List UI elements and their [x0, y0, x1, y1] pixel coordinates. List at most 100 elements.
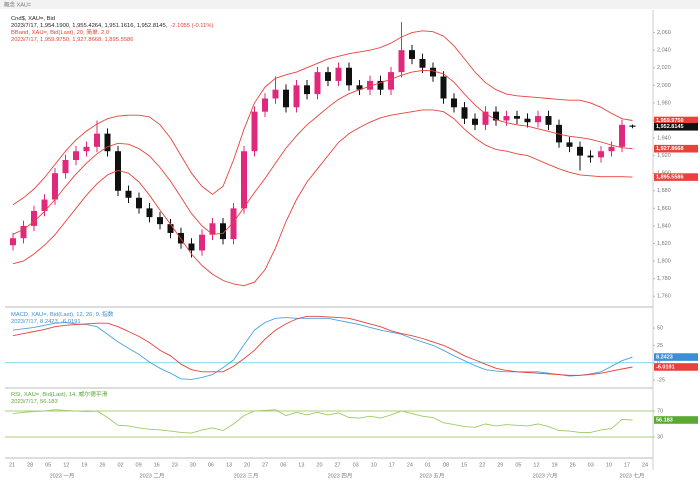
candle-body [262, 98, 268, 112]
x-tick-label: 19 [552, 462, 558, 468]
candle-body [629, 125, 636, 127]
y-tick-label: 1,860 [657, 206, 671, 212]
candle-body [325, 72, 331, 81]
y-tick-label: 25 [657, 343, 663, 349]
candle-body [409, 50, 415, 59]
x-month-label: 2023 一月 [50, 472, 75, 479]
x-tick-label: 23 [172, 462, 178, 468]
candle-body [346, 67, 352, 86]
candle-body [20, 225, 27, 239]
legend-line: 2023/7/17, 1,959.9750, 1,927.8668, 1,895… [11, 37, 134, 43]
candle-body [230, 208, 237, 240]
x-month-label: 2023 六月 [533, 471, 558, 479]
legend-text: 2023/7/17, 1,954.1900, 1,955.4264, 1,951… [11, 23, 168, 29]
value-badge-label: 8.2423 [656, 355, 673, 361]
legend-line: MACD, XAU=, Bid(Last), 12, 26, 9, 指数 [11, 310, 114, 318]
value-badge [654, 173, 698, 181]
candle-body [272, 89, 279, 99]
value-badge [654, 416, 698, 424]
y-tick-label: 2,060 [657, 30, 671, 36]
value-badge-label: 1,927.8668 [656, 146, 684, 152]
legend-text: 2023/7/17, 56.183 [11, 399, 58, 405]
x-tick-label: 22 [479, 462, 485, 468]
candle-body [31, 210, 37, 226]
candle-body [283, 89, 289, 108]
legend-line: 2023/7/17, 8.2423, -6.0191 [11, 319, 81, 325]
candle-body [52, 173, 58, 200]
legend-text: 2023/7/17, 1,959.9750, 1,927.8668, 1,895… [11, 37, 134, 43]
candle-body [419, 58, 426, 68]
x-tick-label: 12 [63, 462, 69, 468]
value-badge-label: 1,952.8145 [656, 124, 684, 130]
value-badge [654, 122, 698, 131]
candle-body [241, 151, 247, 209]
candle-body [566, 142, 573, 147]
x-tick-label: 06 [208, 462, 214, 468]
x-tick-label: 15 [461, 462, 467, 468]
legend-line: RSI, XAU=, Bid(Last), 14, 威尔德平滑 [11, 390, 108, 398]
x-tick-label: 17 [624, 462, 630, 468]
candle-body [440, 76, 447, 99]
x-tick-label: 09 [136, 462, 142, 468]
x-month-label: 2023 五月 [420, 472, 445, 479]
y-tick-label: 1,760 [657, 294, 671, 300]
x-tick-label: 13 [298, 462, 304, 468]
x-tick-label: 16 [154, 462, 160, 468]
y-tick-label: 50 [657, 326, 663, 332]
y-tick-label: 1,940 [657, 135, 671, 141]
x-tick-label: 24 [642, 462, 648, 468]
x-tick-label: 19 [81, 462, 87, 468]
series-line [12, 317, 633, 380]
candle-body [377, 80, 384, 90]
legend-text: 2023/7/17, 8.2423, -6.0191 [11, 319, 81, 325]
candle-body [398, 50, 405, 73]
x-tick-label: 02 [117, 462, 123, 468]
legend-text: RSI, XAU=, Bid(Last), 14, 威尔德平滑 [11, 390, 108, 398]
series-line [12, 315, 633, 376]
candle-body [10, 238, 16, 246]
x-tick-label: 29 [497, 462, 503, 468]
x-tick-label: 12 [533, 462, 539, 468]
candle-body [188, 243, 195, 251]
candle-body [472, 118, 478, 125]
value-badge [654, 363, 698, 371]
candle-body [619, 124, 625, 147]
value-badge [654, 144, 698, 153]
x-tick-label: 05 [45, 462, 51, 468]
x-month-label: 2023 七月 [620, 471, 645, 479]
x-tick-label: 05 [515, 462, 521, 468]
y-tick-label: 1,800 [657, 259, 671, 265]
candle-body [146, 208, 153, 218]
x-tick-label: 06 [280, 462, 286, 468]
value-badge [654, 353, 698, 361]
y-tick-label: 1,980 [657, 100, 671, 106]
x-tick-label: 13 [226, 462, 232, 468]
x-tick-label: 20 [316, 462, 322, 468]
legend-line: BBand, XAU=, Bid(Last), 20, 简单, 2.0 [11, 28, 109, 36]
legend-line: Cnd$, XAU=, Bid [11, 16, 55, 22]
value-badge-label: 56.183 [656, 417, 673, 423]
candle-body [199, 234, 205, 251]
candle-body [577, 146, 583, 156]
legend-text: BBand, XAU=, Bid(Last), 20, 简单, 2.0 [11, 28, 109, 36]
candle-body [104, 133, 111, 152]
candle-body [535, 116, 541, 123]
candle-body [388, 72, 394, 90]
legend-text: Cnd$, XAU=, Bid [11, 16, 55, 22]
value-badge-label: -6.0191 [656, 364, 675, 370]
x-tick-label: 26 [99, 462, 105, 468]
y-tick-label: 70 [657, 408, 663, 414]
x-tick-label: 27 [262, 462, 268, 468]
candle-body [451, 98, 457, 108]
candle-body [503, 116, 510, 121]
x-tick-label: 21 [9, 462, 15, 468]
x-tick-label: 28 [27, 462, 33, 468]
candle-body [251, 111, 258, 152]
legend-line: 2023/7/17, 56.183 [11, 399, 58, 405]
x-tick-label: 03 [588, 462, 594, 468]
candle-body [220, 223, 226, 240]
x-month-label: 2023 三月 [234, 472, 259, 479]
window-title: 概念 XAU= [4, 0, 31, 8]
x-tick-label: 01 [425, 462, 431, 468]
